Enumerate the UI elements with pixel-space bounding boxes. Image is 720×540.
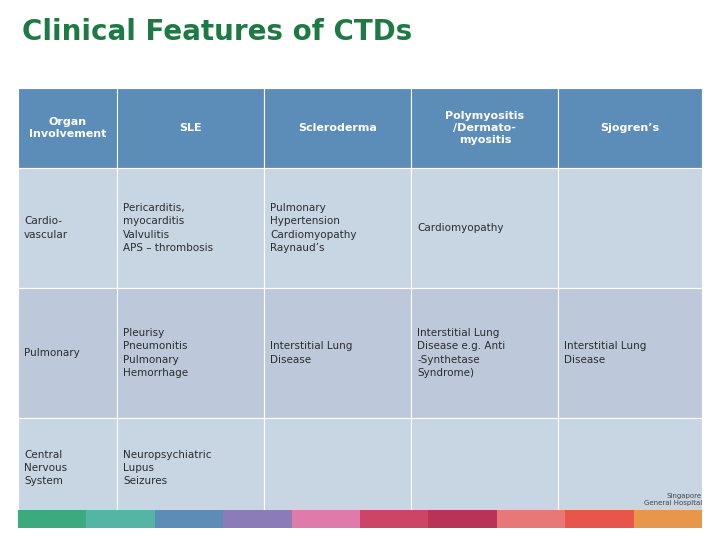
Bar — [292, 510, 360, 528]
Text: Singapore
General Hospital: Singapore General Hospital — [644, 493, 702, 506]
Bar — [559, 288, 702, 418]
Text: Pulmonary: Pulmonary — [24, 348, 80, 358]
Bar — [264, 418, 411, 518]
Text: SLE: SLE — [179, 123, 202, 133]
Bar — [18, 288, 117, 418]
Text: Cardio-
vascular: Cardio- vascular — [24, 217, 68, 240]
Bar — [86, 510, 155, 528]
Text: Sjogren’s: Sjogren’s — [600, 123, 660, 133]
Bar — [18, 168, 117, 288]
Bar — [264, 168, 411, 288]
Text: Polymyositis
/Dermato-
myositis: Polymyositis /Dermato- myositis — [445, 111, 524, 145]
Bar — [117, 168, 264, 288]
Text: Pulmonary
Hypertension
Cardiomyopathy
Raynaud’s: Pulmonary Hypertension Cardiomyopathy Ra… — [270, 203, 356, 253]
Text: Central
Nervous
System: Central Nervous System — [24, 450, 67, 486]
Bar — [117, 88, 264, 168]
Text: Clinical Features of CTDs: Clinical Features of CTDs — [22, 18, 413, 46]
Bar — [411, 88, 559, 168]
Text: Interstitial Lung
Disease: Interstitial Lung Disease — [564, 341, 647, 365]
Bar — [264, 88, 411, 168]
Bar — [634, 510, 702, 528]
Bar — [18, 418, 117, 518]
Bar — [411, 418, 559, 518]
Bar — [428, 510, 497, 528]
Bar — [559, 168, 702, 288]
Bar — [264, 288, 411, 418]
Text: Pericarditis,
myocarditis
Valvulitis
APS – thrombosis: Pericarditis, myocarditis Valvulitis APS… — [123, 203, 213, 253]
Bar — [117, 418, 264, 518]
Text: Organ
Involvement: Organ Involvement — [29, 117, 107, 139]
Bar — [117, 288, 264, 418]
Text: Cardiomyopathy: Cardiomyopathy — [418, 223, 504, 233]
Bar — [559, 88, 702, 168]
Bar — [497, 510, 565, 528]
Text: Scleroderma: Scleroderma — [298, 123, 377, 133]
Bar — [18, 510, 86, 528]
Bar — [565, 510, 634, 528]
Text: Interstitial Lung
Disease: Interstitial Lung Disease — [270, 341, 353, 365]
Bar — [223, 510, 292, 528]
Text: Pleurisy
Pneumonitis
Pulmonary
Hemorrhage: Pleurisy Pneumonitis Pulmonary Hemorrhag… — [123, 328, 189, 378]
Text: Interstitial Lung
Disease e.g. Anti
-Synthetase
Syndrome): Interstitial Lung Disease e.g. Anti -Syn… — [418, 328, 505, 378]
Bar — [559, 418, 702, 518]
Bar — [155, 510, 223, 528]
Bar — [411, 168, 559, 288]
Bar — [360, 510, 428, 528]
Text: Neuropsychiatric
Lupus
Seizures: Neuropsychiatric Lupus Seizures — [123, 450, 212, 486]
Bar — [411, 288, 559, 418]
Bar — [18, 88, 117, 168]
